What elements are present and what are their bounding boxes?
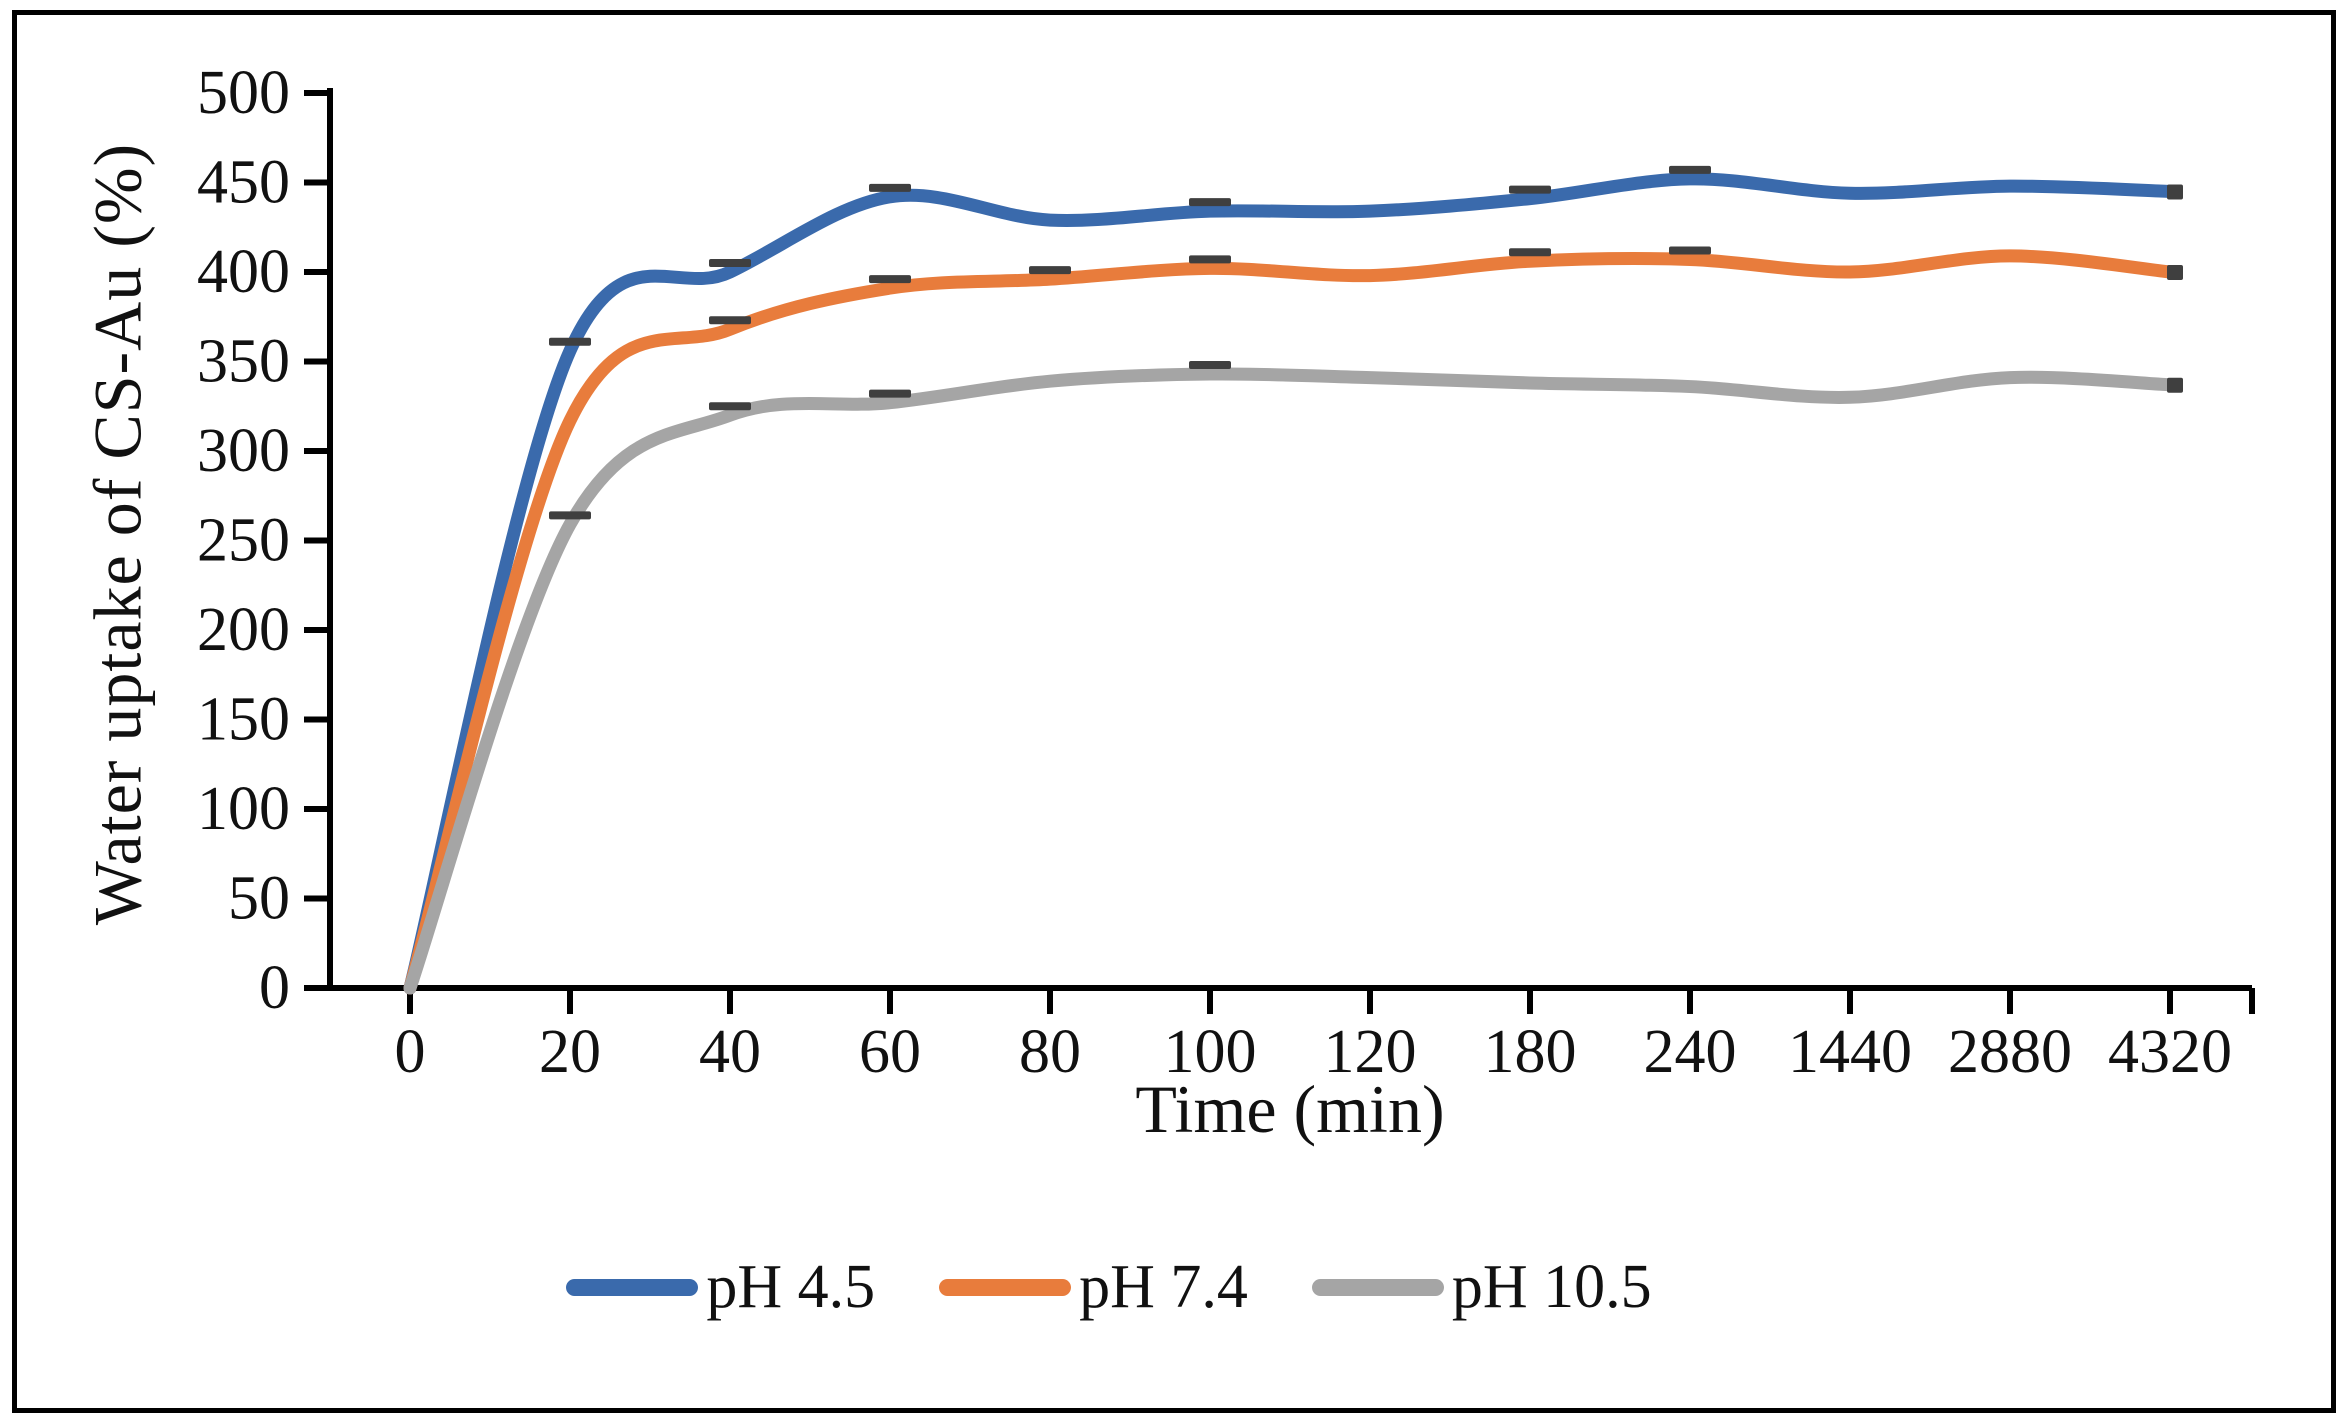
legend-item-ph-10-5: pH 10.5: [1311, 1253, 1652, 1321]
legend-label-ph-7-4: pH 7.4: [1079, 1253, 1248, 1321]
error-bar-cap: [1509, 248, 1551, 257]
legend-item-ph-4-5: pH 4.5: [566, 1256, 875, 1318]
x-tick-label: 60: [859, 1018, 921, 1086]
legend-swatch-ph-7-4: [939, 1278, 1072, 1296]
x-tick-label: 0: [395, 1018, 426, 1086]
x-tick-label: 1440: [1788, 1018, 1912, 1086]
y-tick-label: 350: [197, 328, 290, 396]
error-bar-cap: [869, 275, 911, 284]
legend-swatch-ph-10-5: [1311, 1278, 1444, 1296]
x-tick-label: 240: [1644, 1018, 1737, 1086]
x-tick-label: 20: [539, 1018, 601, 1086]
figure-border: [12, 10, 2336, 1413]
y-tick-label: 100: [197, 775, 290, 843]
legend-swatch-ph-4-5: [566, 1278, 699, 1296]
y-tick-label: 400: [197, 238, 290, 306]
y-tick-label: 0: [259, 954, 290, 1022]
error-bar-cap: [1669, 246, 1711, 255]
x-tick-label: 100: [1164, 1018, 1257, 1086]
error-bar-cap: [549, 337, 591, 346]
x-axis-title: Time (min): [1135, 1071, 1445, 1147]
series-line-ph-4-5: [403, 172, 2177, 995]
error-bar-cap: [709, 402, 751, 411]
y-tick-label: 500: [197, 59, 290, 127]
y-axis-title: Water uptake of CS-Au (%): [79, 142, 156, 926]
y-tick-label: 250: [197, 507, 290, 575]
error-bar-cap: [549, 511, 591, 520]
legend-label-ph-10-5: pH 10.5: [1451, 1253, 1652, 1321]
x-tick-label: 4320: [2108, 1018, 2232, 1086]
x-tick-label: 2880: [1948, 1018, 2072, 1086]
error-bar-cap: [1509, 185, 1551, 194]
error-bar-cap: [2167, 184, 2183, 200]
y-tick-label: 150: [197, 686, 290, 754]
y-tick-label: 300: [197, 417, 290, 485]
legend-item-ph-7-4: pH 7.4: [939, 1256, 1248, 1318]
legend-label-ph-4-5: pH 4.5: [706, 1253, 876, 1321]
error-bar-cap: [709, 316, 751, 325]
error-bar-cap: [1669, 165, 1711, 174]
y-tick-label: 200: [197, 596, 290, 664]
error-bar-cap: [1189, 361, 1231, 370]
error-bar-cap: [2167, 265, 2183, 280]
error-bar-cap: [709, 259, 751, 267]
x-tick-label: 40: [699, 1018, 761, 1086]
error-bar-cap: [1189, 255, 1231, 264]
x-tick-label: 120: [1324, 1018, 1417, 1086]
error-bar-cap: [869, 389, 911, 398]
error-bar-cap: [2167, 377, 2183, 393]
x-tick-label: 180: [1484, 1018, 1577, 1086]
series-line-ph-7-4: [403, 249, 2177, 995]
series-line-ph-10-5: [403, 367, 2177, 995]
y-tick-label: 450: [197, 149, 290, 217]
error-bar-cap: [1029, 266, 1071, 275]
error-bar-cap: [1189, 198, 1231, 207]
x-tick-label: 80: [1019, 1018, 1081, 1086]
legend: pH 4.5 pH 7.4 pH 10.5: [0, 1256, 2283, 1318]
error-bar-cap: [869, 183, 911, 192]
y-tick-label: 50: [228, 865, 290, 933]
